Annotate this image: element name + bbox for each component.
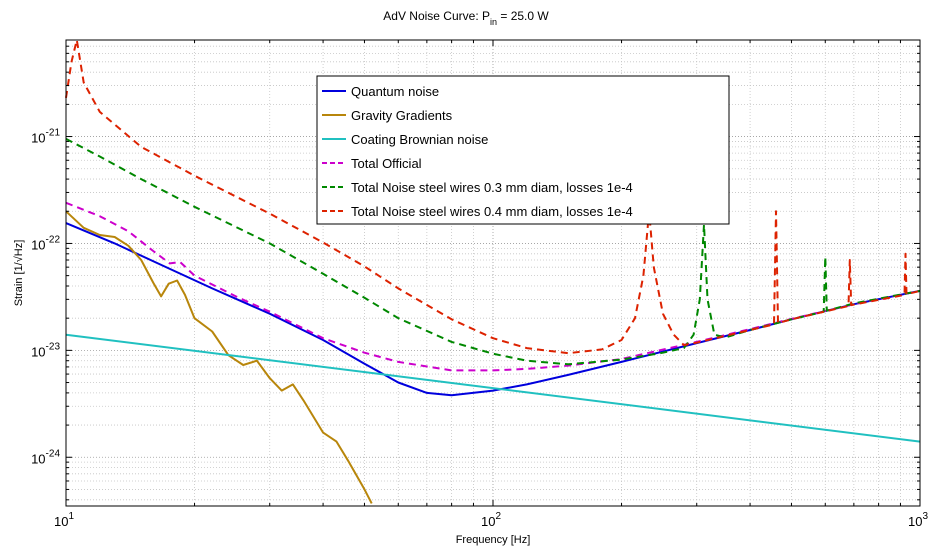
y-tick-label-exponent: -23 [46,341,61,352]
legend-label-1: Quantum noise [351,84,439,99]
y-tick-label-base: 10 [31,344,45,359]
series-line-1 [65,222,921,397]
y-tick-label: 10-21 [31,128,60,146]
x-tick-labels: 101 102 103 [54,511,928,529]
legend-label-2: Gravity Gradients [351,108,453,123]
legend-items: Quantum noise Gravity Gradients Coating Br… [322,84,633,219]
x-tick-label: 103 [908,511,928,529]
series-line-3 [65,333,921,443]
x-tick-label-exponent: 2 [495,511,501,522]
legend-label-6: Total Noise steel wires 0.4 mm diam, los… [351,204,633,219]
x-tick-label: 101 [54,511,74,529]
series-line-2 [65,210,373,504]
y-tick-label: 10-24 [31,448,60,466]
series-line-6 [65,39,921,355]
x-tick-label-exponent: 1 [68,511,74,522]
title-main: AdV Noise Curve: P [383,9,490,23]
x-tick-label-base: 10 [54,514,68,529]
y-tick-label: 10-23 [31,341,60,359]
legend-label-4: Total Official [351,156,422,171]
axis-ticks [65,39,920,506]
x-axis-label: Frequency [Hz] [456,534,531,546]
x-tick-label-base: 10 [908,514,922,529]
y-tick-label: 10-22 [31,234,60,252]
title-suffix: = 25.0 W [497,9,549,23]
y-tick-label-base: 10 [31,451,45,466]
noise-curves [65,39,921,504]
chart-title: AdV Noise Curve: Pin = 25.0 W [383,9,549,27]
legend-label-5: Total Noise steel wires 0.3 mm diam, los… [351,180,633,195]
y-tick-label-exponent: -22 [46,234,61,245]
series-line-4 [65,201,921,372]
x-tick-label: 102 [481,511,501,529]
series-line-5 [65,138,921,366]
y-tick-label-exponent: -21 [46,128,61,139]
y-tick-label-base: 10 [31,237,45,252]
legend-box [316,75,730,225]
x-tick-label-base: 10 [481,514,495,529]
y-axis-label: Strain [1/√Hz] [13,240,25,307]
legend: Quantum noise Gravity Gradients Coating Br… [316,75,730,225]
y-tick-label-base: 10 [31,131,45,146]
y-tick-label-exponent: -24 [46,448,61,459]
x-tick-label-exponent: 3 [922,511,928,522]
title-subscript: in [490,17,497,27]
legend-label-3: Coating Brownian noise [351,132,488,147]
